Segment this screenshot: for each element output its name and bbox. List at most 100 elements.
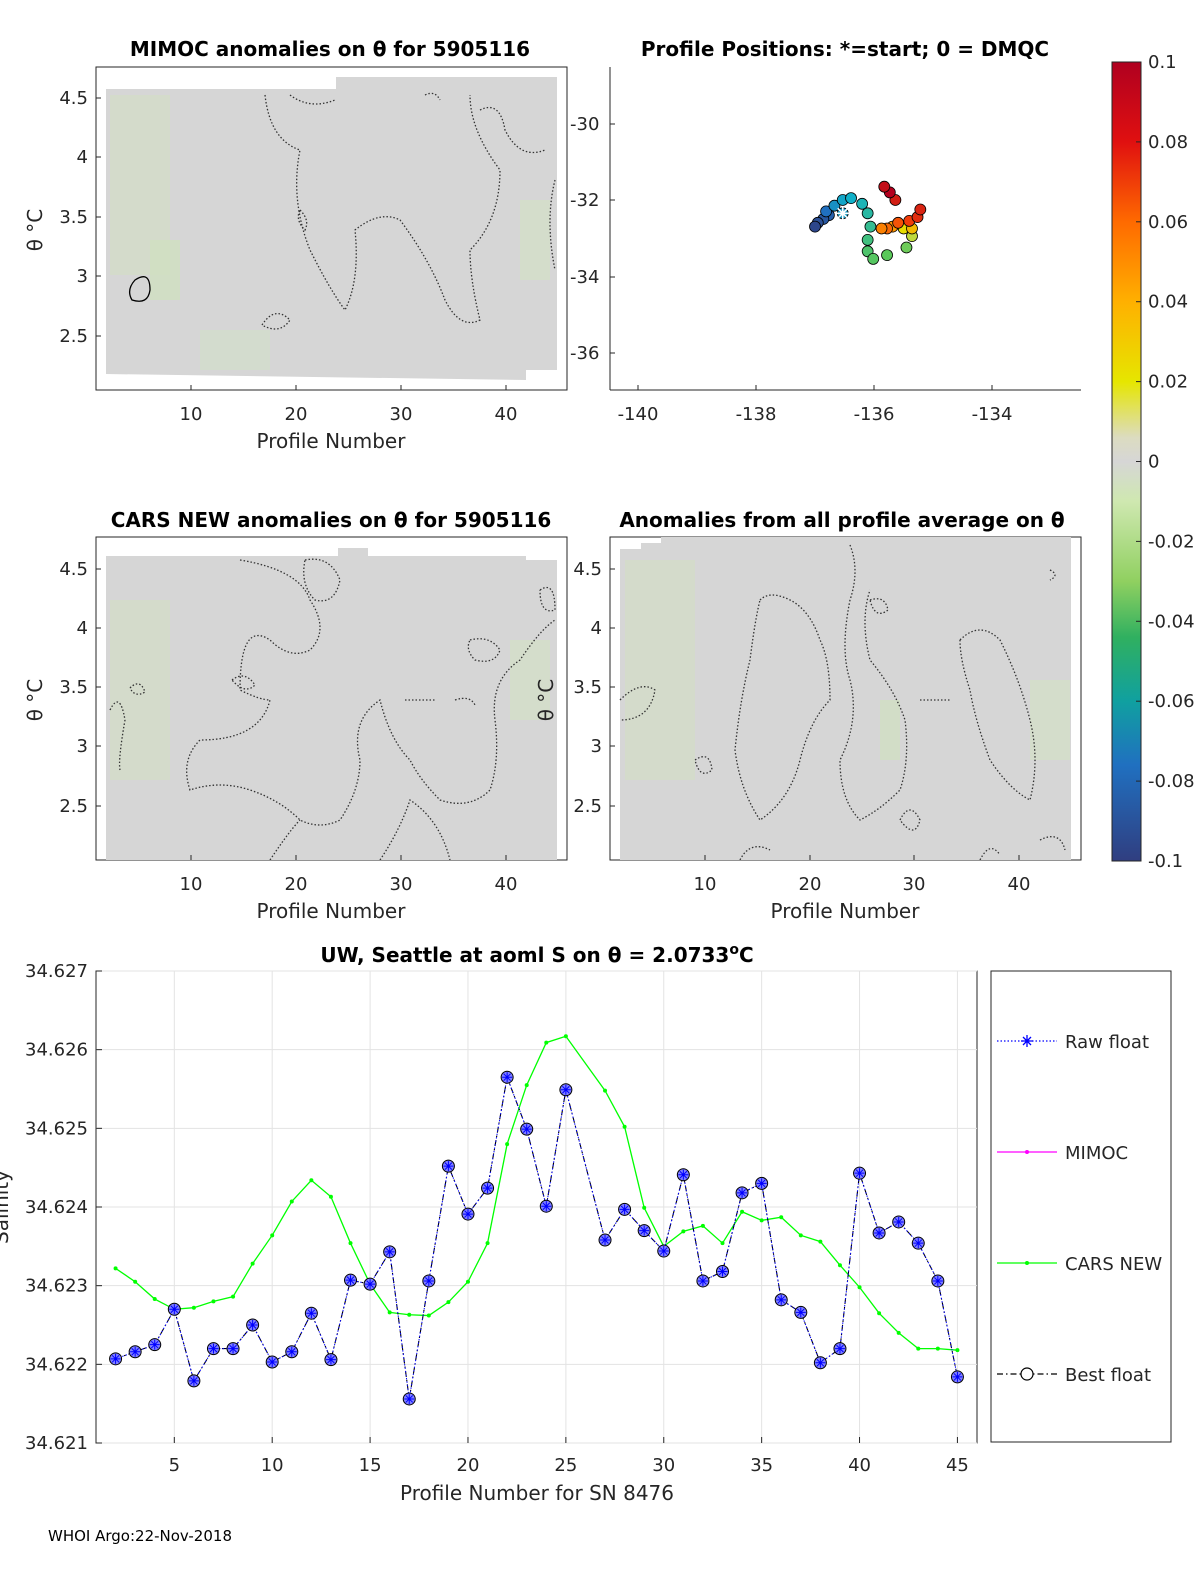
colorbar-tick-label: 0.02 [1148, 372, 1188, 393]
legend-mimoc-marker [1025, 1150, 1029, 1154]
salinity-ylabel: Salinity [0, 1170, 13, 1244]
allavg-yticks: 4.5 4 3.5 3 2.5 [573, 559, 615, 817]
positions-title: Profile Positions: *=start; 0 = DMQC [641, 37, 1049, 61]
mimoc-xtick-label: 40 [495, 404, 518, 425]
salinity-xtick-label: 15 [359, 1455, 382, 1476]
positions-ytick-label: -34 [570, 267, 599, 288]
raw-point [658, 1246, 669, 1257]
colorbar-tick-label: -0.02 [1148, 531, 1195, 552]
cars-point [407, 1312, 412, 1317]
raw-point [345, 1275, 356, 1286]
raw-point [149, 1339, 160, 1350]
allavg-xtick-label: 30 [903, 874, 926, 895]
cars-point [465, 1279, 470, 1284]
raw-point [639, 1225, 650, 1236]
salinity-xlabel: Profile Number for SN 8476 [400, 1481, 674, 1505]
cars-ytick-label: 3 [77, 736, 88, 757]
raw-point [756, 1178, 767, 1189]
cars-point [348, 1241, 353, 1246]
raw-point [834, 1343, 845, 1354]
cars-point [779, 1215, 784, 1220]
colorbar-tick-label: 0.08 [1148, 132, 1188, 153]
position-point [914, 203, 927, 216]
cars-point [426, 1313, 431, 1318]
legend-raw-marker [1021, 1035, 1033, 1047]
mimoc-ytick-label: 4.5 [59, 88, 88, 109]
cars-point [720, 1241, 725, 1246]
cars-point [544, 1040, 549, 1045]
positions-xtick-label: -136 [854, 404, 895, 425]
mimoc-ytick-label: 3.5 [59, 207, 88, 228]
mimoc-ylabel: θ °C [23, 209, 47, 252]
mimoc-ytick-label: 4 [77, 147, 88, 168]
cars-yticks: 4.5 4 3.5 3 2.5 [59, 559, 101, 817]
allavg-xtick-label: 40 [1008, 874, 1031, 895]
raw-point [776, 1294, 787, 1305]
raw-point [502, 1072, 513, 1083]
mimoc-ytick-label: 3 [77, 266, 88, 287]
cars-point [818, 1239, 823, 1244]
salinity-ytick-label: 34.625 [25, 1118, 88, 1139]
allavg-ylabel: θ °C [534, 679, 558, 722]
cars-xlabel: Profile Number [257, 899, 407, 923]
cars-ylabel: θ °C [23, 679, 47, 722]
position-point [867, 252, 880, 265]
positions-panel: Profile Positions: *=start; 0 = DMQC -14… [570, 37, 1081, 425]
position-point [861, 233, 874, 246]
position-point [864, 220, 877, 233]
mimoc-yticks: 4.5 4 3.5 3 2.5 [59, 88, 101, 347]
raw-point [286, 1346, 297, 1357]
cars-xtick-label: 30 [390, 874, 413, 895]
cars-point [622, 1124, 627, 1129]
cars-point [289, 1199, 294, 1204]
legend-mimoc: MIMOC [997, 1143, 1128, 1164]
cars-point [446, 1300, 451, 1305]
allavg-ytick-label: 4.5 [573, 559, 602, 580]
positions-ytick-label: -30 [570, 114, 599, 135]
legend-cars-label: CARS NEW [1065, 1254, 1162, 1275]
mimoc-xtick-label: 10 [180, 404, 203, 425]
allavg-ytick-label: 4 [591, 618, 602, 639]
positions-yticks: -30 -32 -34 -36 [570, 114, 615, 364]
raw-point [717, 1266, 728, 1277]
salinity-ytick-label: 34.626 [25, 1040, 88, 1061]
position-point [809, 220, 821, 233]
position-point [861, 207, 874, 220]
position-point [828, 199, 841, 212]
legend-cars: CARS NEW [997, 1254, 1162, 1275]
allavg-heatmap [619, 537, 1071, 861]
salinity-xtick-label: 35 [750, 1455, 773, 1476]
raw-point [697, 1275, 708, 1286]
allavg-xlabel: Profile Number [771, 899, 921, 923]
raw-point [110, 1353, 121, 1364]
cars-point [270, 1233, 275, 1238]
salinity-xtick-label: 45 [946, 1455, 969, 1476]
cars-point [309, 1178, 314, 1183]
raw-point [169, 1304, 180, 1315]
raw-point [130, 1346, 141, 1357]
start-marker [835, 206, 850, 221]
allavg-xtick-label: 20 [799, 874, 822, 895]
cars-point [191, 1305, 196, 1310]
raw-point [815, 1357, 826, 1368]
raw-point [854, 1168, 865, 1179]
position-point [900, 241, 913, 254]
salinity-xtick-label: 10 [261, 1455, 284, 1476]
salinity-ytick-label: 34.621 [25, 1433, 88, 1454]
allavg-xticks: 10 20 30 40 [694, 855, 1031, 895]
positions-xtick-label: -140 [618, 404, 659, 425]
positions-ytick-label: -32 [570, 190, 599, 211]
legend-cars-marker [1025, 1261, 1029, 1265]
mimoc-heatmap [106, 77, 557, 380]
cars-point [955, 1348, 960, 1353]
colorbar-tick-label: -0.06 [1148, 691, 1195, 712]
raw-point [404, 1393, 415, 1404]
cars-point [700, 1223, 705, 1228]
cars-point [603, 1088, 608, 1093]
cars-point [387, 1310, 392, 1315]
raw-point [913, 1238, 924, 1249]
raw-point [932, 1275, 943, 1286]
raw-point [560, 1084, 571, 1095]
cars-xtick-label: 20 [285, 874, 308, 895]
cars-point [877, 1311, 882, 1316]
